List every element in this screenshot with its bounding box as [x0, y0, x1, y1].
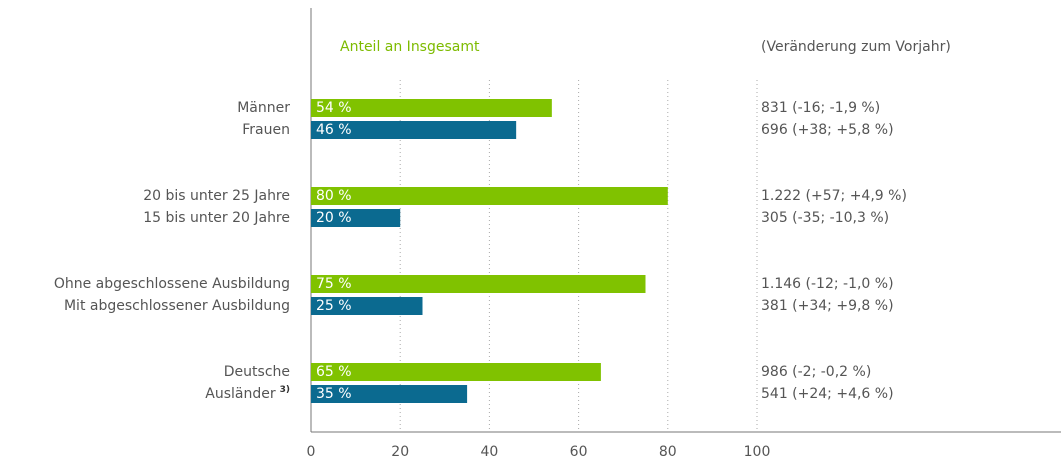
bar [311, 209, 401, 227]
category-label: Ausländer 3) [205, 385, 290, 403]
change-label: 1.222 (+57; +4,9 %) [761, 188, 907, 204]
category-label: 20 bis unter 25 Jahre [143, 188, 290, 204]
change-label: 986 (-2; -0,2 %) [761, 364, 871, 380]
value-label: 65 % [316, 364, 352, 380]
category-text: Ohne abgeschlossene Ausbildung [54, 276, 290, 292]
change-label: 541 (+24; +4,6 %) [761, 386, 894, 402]
category-text: 20 bis unter 25 Jahre [143, 188, 290, 204]
category-label: Frauen [242, 122, 290, 138]
category-label: Männer [237, 100, 290, 116]
category-text: 15 bis unter 20 Jahre [143, 210, 290, 226]
x-tick-label: 40 [480, 444, 498, 460]
x-tick-label: 0 [307, 444, 316, 460]
category-label: Mit abgeschlossener Ausbildung [64, 298, 290, 314]
bar [311, 121, 517, 139]
category-label: 15 bis unter 20 Jahre [143, 210, 290, 226]
bar [311, 187, 668, 205]
column-header: Anteil an Insgesamt [340, 39, 480, 55]
bar [311, 297, 423, 315]
change-label: 831 (-16; -1,9 %) [761, 100, 880, 116]
category-label: Ohne abgeschlossene Ausbildung [54, 276, 290, 292]
value-label: 25 % [316, 298, 352, 314]
change-label: 305 (-35; -10,3 %) [761, 210, 889, 226]
change-label: 381 (+34; +9,8 %) [761, 298, 894, 314]
change-header: (Veränderung zum Vorjahr) [761, 39, 951, 55]
value-label: 75 % [316, 276, 352, 292]
bar [311, 363, 601, 381]
footnote-mark: 3) [280, 385, 290, 395]
change-label: 1.146 (-12; -1,0 %) [761, 276, 894, 292]
category-text: Deutsche [224, 364, 290, 380]
category-label: Deutsche [224, 364, 290, 380]
category-text: Männer [237, 100, 290, 116]
bar [311, 275, 646, 293]
value-label: 80 % [316, 188, 352, 204]
x-tick-label: 80 [659, 444, 677, 460]
value-label: 20 % [316, 210, 352, 226]
value-label: 54 % [316, 100, 352, 116]
value-label: 46 % [316, 122, 352, 138]
x-tick-label: 100 [744, 444, 771, 460]
x-tick-label: 60 [570, 444, 588, 460]
x-tick-label: 20 [391, 444, 409, 460]
change-label: 696 (+38; +5,8 %) [761, 122, 894, 138]
bar [311, 99, 552, 117]
category-text: Ausländer [205, 386, 276, 402]
category-text: Mit abgeschlossener Ausbildung [64, 298, 290, 314]
bar [311, 385, 468, 403]
category-text: Frauen [242, 122, 290, 138]
value-label: 35 % [316, 386, 352, 402]
